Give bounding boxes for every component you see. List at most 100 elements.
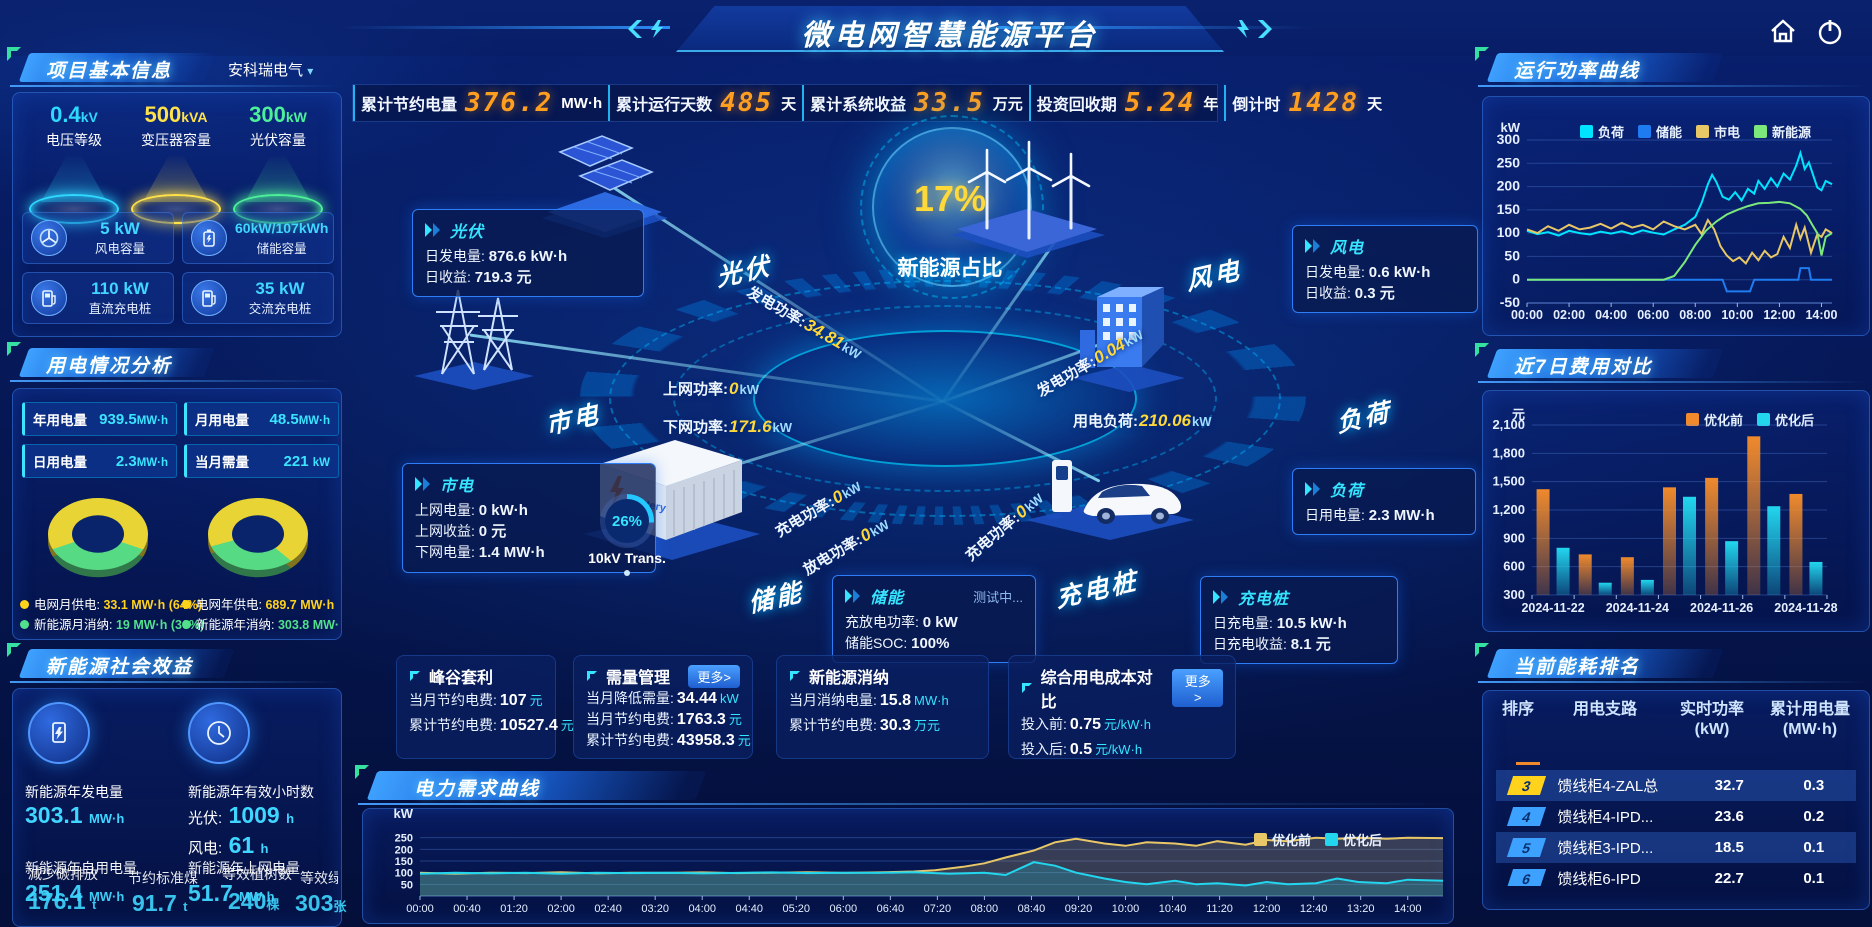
kpi-value: 5.24 xyxy=(1124,88,1196,118)
wind-hours: 风电: 61 h xyxy=(188,832,269,858)
panel-corner-icon xyxy=(1475,343,1489,357)
legend-item[interactable]: 负荷 xyxy=(1580,122,1624,141)
power-curve-chart: -50 0 50 100 150 200 250 300 00:00 02:00 04:00 06:0… xyxy=(1497,120,1838,322)
chevron-down-icon: ▾ xyxy=(307,64,314,78)
card-corner-icon xyxy=(410,671,420,681)
svg-text:1,800: 1,800 xyxy=(1492,445,1525,460)
panel-title: 运行功率曲线 xyxy=(1514,61,1641,82)
ev-charger-icon[interactable] xyxy=(1022,430,1197,542)
svg-text:12:40: 12:40 xyxy=(1300,903,1328,915)
card-corner-icon xyxy=(587,671,597,681)
legend-item[interactable]: 优化后 xyxy=(1757,410,1814,429)
svg-text:1,500: 1,500 xyxy=(1492,474,1525,489)
legend-item[interactable]: 优化后 xyxy=(1325,830,1382,849)
legend-newenergy-year: 新能源年消纳: 303.8 MW·h (31%) xyxy=(182,614,338,633)
svg-text:09:20: 09:20 xyxy=(1065,903,1093,915)
capacity-card-storage: 60kW/107kWh 储能容量 xyxy=(182,212,334,264)
svg-text:2024-11-24: 2024-11-24 xyxy=(1606,601,1669,615)
chevrons-icon xyxy=(415,477,430,491)
kpi-value: 1428 xyxy=(1288,88,1360,118)
podium-transformer: 500kVA 变压器容量 xyxy=(124,102,228,224)
stat-day-usage: 日用电量 2.3MW·h xyxy=(22,444,177,478)
legend-item[interactable]: 储能 xyxy=(1638,122,1682,141)
total-energy: 0.1 xyxy=(1803,870,1825,886)
table-row[interactable]: 4 馈线柜4-IPD... 23.6 0.2 xyxy=(1496,801,1856,832)
svg-text:08:00: 08:00 xyxy=(1679,308,1711,322)
legend-item[interactable]: 市电 xyxy=(1696,122,1740,141)
benefit-card-demand: 需量管理 更多> 当月降低需量: 34.44 kW 当月节约电费: 1763.3 元 累… xyxy=(573,655,753,759)
kpi-payback: 投资回收期 5.24 年 xyxy=(1028,85,1225,121)
rank-panel-body xyxy=(1482,690,1870,910)
card-title: 负荷 xyxy=(1330,483,1365,500)
svg-text:250: 250 xyxy=(1497,154,1521,170)
branch-name: 馈线柜3-IPD... xyxy=(1557,840,1654,857)
legend-newenergy-month: 新能源月消纳: 19 MW·h (36%) xyxy=(20,614,204,633)
building-icon[interactable] xyxy=(1072,252,1187,392)
svg-text:06:40: 06:40 xyxy=(877,903,905,915)
kpi-label: 累计运行天数 xyxy=(616,97,713,114)
wind-card: 风电 日发电量: 0.6 kW·h 日收益: 0.3 元 xyxy=(1292,225,1478,313)
social-panel-header: 新能源社会效益 xyxy=(7,643,340,683)
kpi-value: 376.2 xyxy=(465,88,554,118)
legend-swatch xyxy=(1757,413,1771,426)
platform-ring-mid xyxy=(673,305,1217,492)
card-row: 日收益: 0.3 元 xyxy=(1305,285,1395,302)
rank-carousel-indicator[interactable] xyxy=(1516,762,1540,765)
svg-text:2024-11-22: 2024-11-22 xyxy=(1521,601,1584,615)
legend-item[interactable]: 新能源 xyxy=(1754,122,1811,141)
company-name: 安科瑞电气 xyxy=(228,62,304,79)
legend-swatch xyxy=(1580,125,1593,138)
legend-swatch xyxy=(1686,413,1699,426)
benefit-row: 累计节约电费: 30.3 万元 xyxy=(789,717,941,734)
legend-item[interactable]: 优化前 xyxy=(1254,830,1311,849)
rank-table: 3 馈线柜4-ZAL总 32.7 0.3 4 馈线柜4-IPD... 23.6 … xyxy=(1496,770,1856,886)
table-row[interactable]: 3 馈线柜4-ZAL总 32.7 0.3 xyxy=(1496,770,1856,801)
svg-text:2024-11-26: 2024-11-26 xyxy=(1690,601,1753,615)
realtime-power: 22.7 xyxy=(1714,870,1744,886)
home-button[interactable] xyxy=(1765,16,1801,50)
cost-legend: 优化前 优化后 xyxy=(1672,410,1814,429)
pv-card: 光伏 日发电量: 876.6 kW·h 日收益: 719.3 元 xyxy=(412,209,644,297)
kpi-label: 累计节约电量 xyxy=(361,97,458,114)
power-icon xyxy=(1818,19,1842,44)
svg-text:00:00: 00:00 xyxy=(1511,308,1543,322)
energy-orb xyxy=(872,127,1032,287)
wind-turbine-icon[interactable] xyxy=(945,110,1110,260)
dc-charger-icon xyxy=(42,290,56,307)
legend-item[interactable]: 优化前 xyxy=(1686,410,1743,429)
svg-text:100: 100 xyxy=(1497,224,1521,240)
power-button[interactable] xyxy=(1812,16,1848,50)
svg-text:-50: -50 xyxy=(1500,294,1520,310)
node-label-storage: 储能 xyxy=(747,577,806,619)
panel-title: 电力需求曲线 xyxy=(414,779,541,800)
svg-text:03:20: 03:20 xyxy=(641,903,669,915)
title-deco-right-icon xyxy=(1237,20,1272,38)
svg-text:kW: kW xyxy=(1501,120,1521,135)
chevrons-icon xyxy=(845,589,860,603)
node-label-charger: 充电桩 xyxy=(1054,566,1140,614)
svg-text:100: 100 xyxy=(395,868,413,880)
power-curve-panel-header: 运行功率曲线 xyxy=(1475,47,1868,87)
more-button[interactable]: 更多> xyxy=(1172,669,1223,707)
card-title: 市电 xyxy=(440,478,475,495)
legend-dot xyxy=(20,600,29,609)
kpi-value: 485 xyxy=(720,88,774,118)
legend-swatch xyxy=(1325,833,1339,846)
chevrons-icon xyxy=(1305,239,1320,253)
clock-icon xyxy=(207,721,231,745)
card-row: 下网电量: 1.4 MW·h xyxy=(415,544,545,561)
kpi-unit: MW·h xyxy=(561,94,603,112)
svg-text:13:20: 13:20 xyxy=(1347,903,1375,915)
more-button[interactable]: 更多> xyxy=(688,664,740,688)
gauge-carousel-dot[interactable] xyxy=(624,570,630,576)
table-row[interactable]: 6 馈线柜6-IPD 22.7 0.1 xyxy=(1496,863,1856,886)
company-dropdown[interactable]: 安科瑞电气 ▾ xyxy=(228,59,313,80)
kpi-unit: 年 xyxy=(1203,95,1219,113)
year-usage-donut xyxy=(208,498,308,578)
table-row[interactable]: 5 馈线柜3-IPD... 18.5 0.1 xyxy=(1496,832,1856,863)
svg-text:08:40: 08:40 xyxy=(1018,903,1046,915)
benefit-row: 累计节约电费: 43958.3 元 xyxy=(586,732,751,749)
wind-icon xyxy=(39,228,59,248)
legend-dot xyxy=(182,620,191,629)
